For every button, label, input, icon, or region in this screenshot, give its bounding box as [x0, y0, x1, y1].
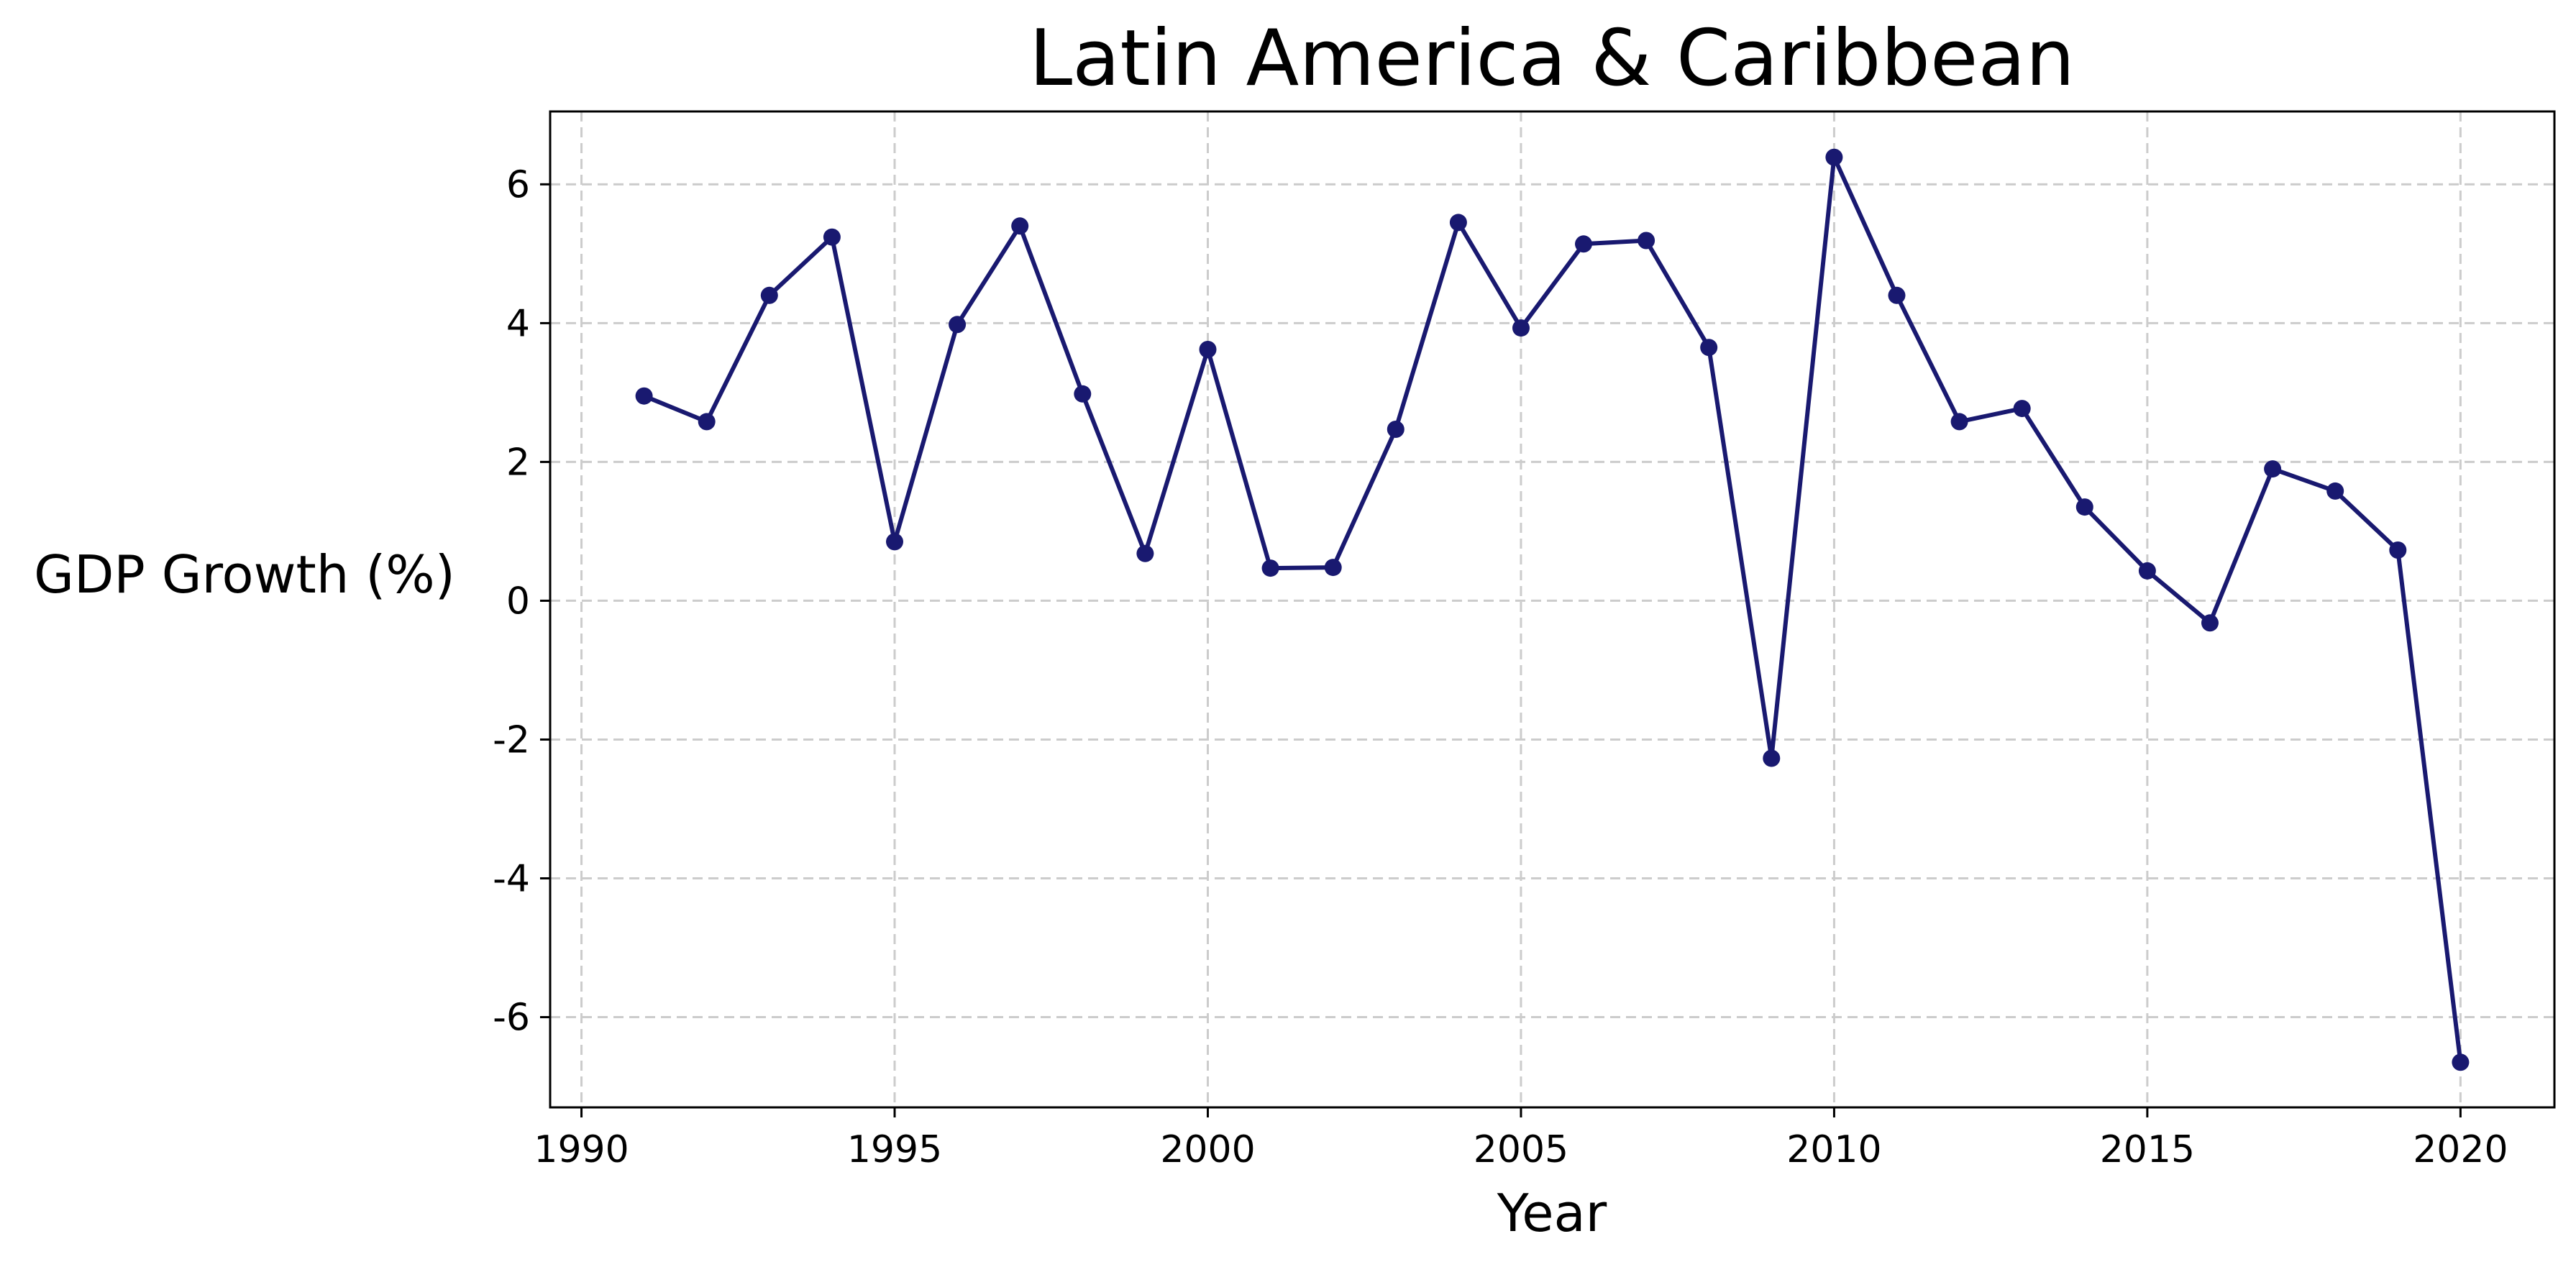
data-point	[1888, 286, 1906, 304]
data-point	[2013, 400, 2031, 418]
data-point	[886, 533, 903, 551]
y-tick-label: 0	[506, 580, 530, 623]
data-point	[2326, 482, 2344, 500]
series-layer	[635, 148, 2470, 1071]
data-point	[1387, 421, 1405, 438]
axes-layer	[549, 110, 2556, 1109]
data-point	[698, 413, 716, 431]
data-point	[635, 387, 653, 405]
y-axis-label: GDP Growth (%)	[34, 544, 455, 605]
x-tick-label: 1995	[847, 1128, 942, 1171]
data-point	[1261, 559, 1279, 577]
y-tick-label: -2	[493, 718, 530, 761]
data-point	[2389, 541, 2407, 559]
x-tick-label: 2000	[1160, 1128, 1255, 1171]
x-tick-label: 1990	[534, 1128, 629, 1171]
x-axis-label: Year	[1497, 1183, 1607, 1243]
plot-frame	[549, 110, 2556, 1109]
series-line	[641, 155, 2463, 1065]
data-point	[1950, 413, 1968, 431]
data-point	[1449, 214, 1467, 232]
data-point	[1575, 235, 1592, 253]
data-point	[760, 286, 778, 304]
x-tick-label: 2010	[1786, 1128, 1881, 1171]
y-tick-label: -6	[493, 997, 530, 1040]
data-point	[2264, 460, 2282, 478]
data-point	[1763, 749, 1781, 767]
y-tick-label: 6	[506, 163, 530, 206]
y-tick-label: 4	[506, 302, 530, 345]
grid-layer	[550, 111, 2554, 1107]
data-point	[1199, 341, 1217, 358]
x-tick-label: 2005	[1474, 1128, 1568, 1171]
data-point	[2201, 614, 2219, 632]
ticks-layer: 1990 1995 2000 2005 2010 2015 2020 -6 -4 -2 0 2 4 6	[493, 163, 2508, 1171]
data-point	[1136, 544, 1154, 562]
data-point	[2075, 498, 2093, 516]
data-point	[2138, 562, 2156, 580]
data-point	[1011, 217, 1029, 235]
data-point	[2452, 1053, 2470, 1071]
y-tick-label: -4	[493, 857, 530, 900]
data-point	[1700, 339, 1718, 357]
data-point	[949, 316, 967, 334]
data-point	[1324, 559, 1342, 577]
data-point	[1074, 385, 1092, 403]
data-point	[1638, 232, 1655, 250]
data-point	[823, 228, 841, 246]
data-point	[1512, 319, 1530, 337]
y-tick-label: 2	[506, 441, 530, 484]
x-tick-label: 2015	[2100, 1128, 2195, 1171]
data-point	[1825, 148, 1843, 166]
x-tick-label: 2020	[2413, 1128, 2508, 1171]
chart-title: Latin America & Caribbean	[1029, 14, 2075, 104]
